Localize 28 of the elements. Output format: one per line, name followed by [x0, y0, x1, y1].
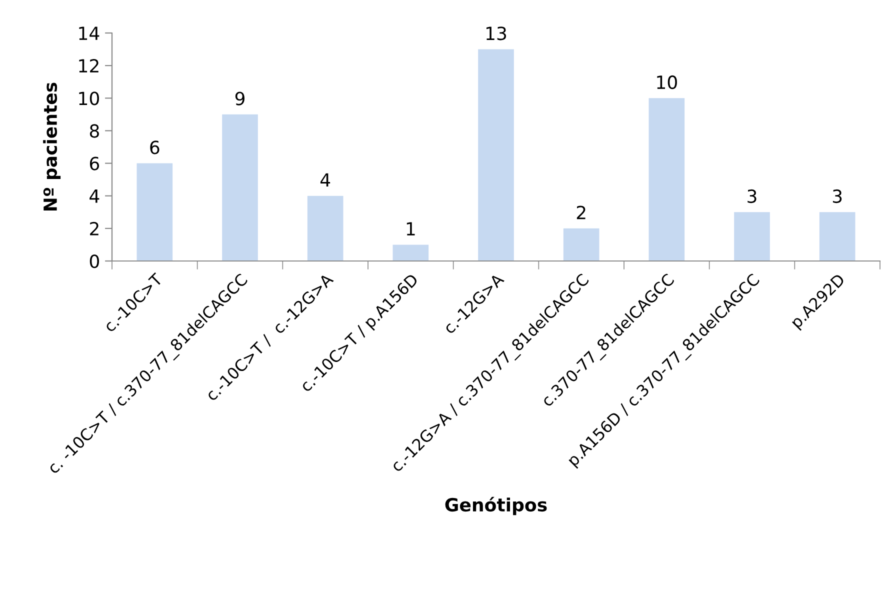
bar: [563, 228, 600, 261]
y-tick-label: 4: [90, 190, 100, 203]
y-tick-label: 0: [90, 254, 99, 268]
bar: [734, 212, 770, 261]
bar: [307, 196, 344, 261]
y-axis-title: Nº pacientes: [43, 82, 61, 210]
data-label: 3: [748, 189, 756, 204]
data-label: 9: [235, 92, 244, 106]
bar: [478, 49, 514, 261]
data-label: 3: [832, 189, 842, 204]
y-tick-label: 2: [90, 222, 98, 236]
y-tick-label: 14: [79, 26, 100, 40]
data-label: 2: [576, 206, 586, 220]
data-label: 10: [657, 75, 677, 90]
y-tick-label: 12: [79, 59, 98, 72]
bar: [392, 244, 429, 261]
y-tick-label: 8: [90, 124, 99, 138]
data-label: 13: [486, 26, 506, 40]
data-label: 1: [406, 222, 415, 236]
data-label: 4: [320, 173, 330, 187]
bar: [648, 98, 685, 261]
y-tick-label: 10: [79, 92, 99, 106]
x-axis-title: Genótipos: [445, 496, 547, 516]
bar: [819, 212, 856, 261]
data-label: 6: [150, 140, 160, 154]
bar: [222, 114, 258, 261]
bar: [136, 163, 173, 261]
y-tick-label: 6: [90, 156, 100, 170]
